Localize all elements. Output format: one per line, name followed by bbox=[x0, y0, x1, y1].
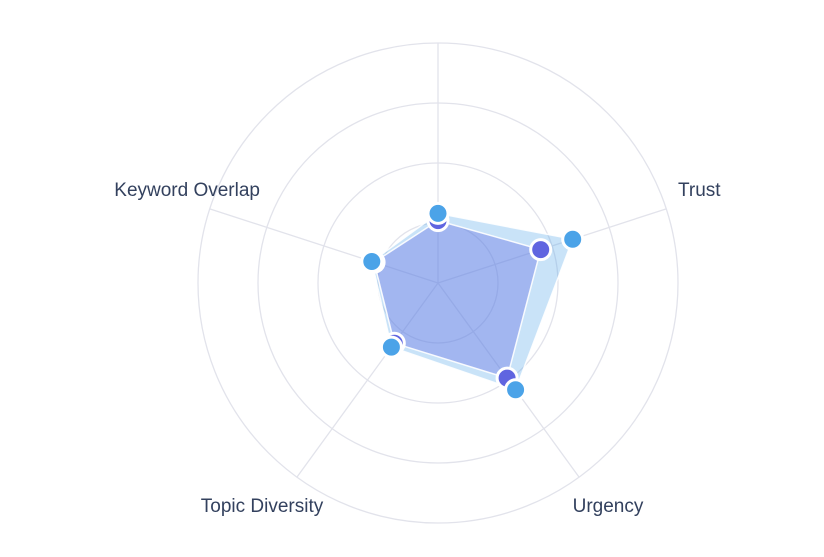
axis-line-topic-diversity bbox=[296, 282, 439, 478]
axis-label-trust: Trust bbox=[678, 180, 721, 201]
axis-label-topic-diversity: Topic Diversity bbox=[201, 496, 324, 517]
point-series-blue-trust[interactable] bbox=[561, 227, 585, 251]
point-series-blue-urgency[interactable] bbox=[504, 378, 528, 402]
axis-label-urgency: Urgency bbox=[573, 496, 644, 517]
axis-line-keyword-overlap bbox=[209, 208, 439, 284]
point-series-purple-trust[interactable] bbox=[529, 238, 553, 262]
axis-line-trust bbox=[437, 208, 667, 284]
point-series-blue-top[interactable] bbox=[426, 201, 450, 225]
series-purple-area bbox=[373, 219, 542, 379]
axis-label-keyword-overlap: Keyword Overlap bbox=[114, 180, 260, 201]
point-series-blue-keyword-overlap[interactable] bbox=[360, 250, 384, 273]
series-blue-area bbox=[371, 212, 574, 391]
point-series-blue-topic-diversity[interactable] bbox=[379, 335, 403, 359]
